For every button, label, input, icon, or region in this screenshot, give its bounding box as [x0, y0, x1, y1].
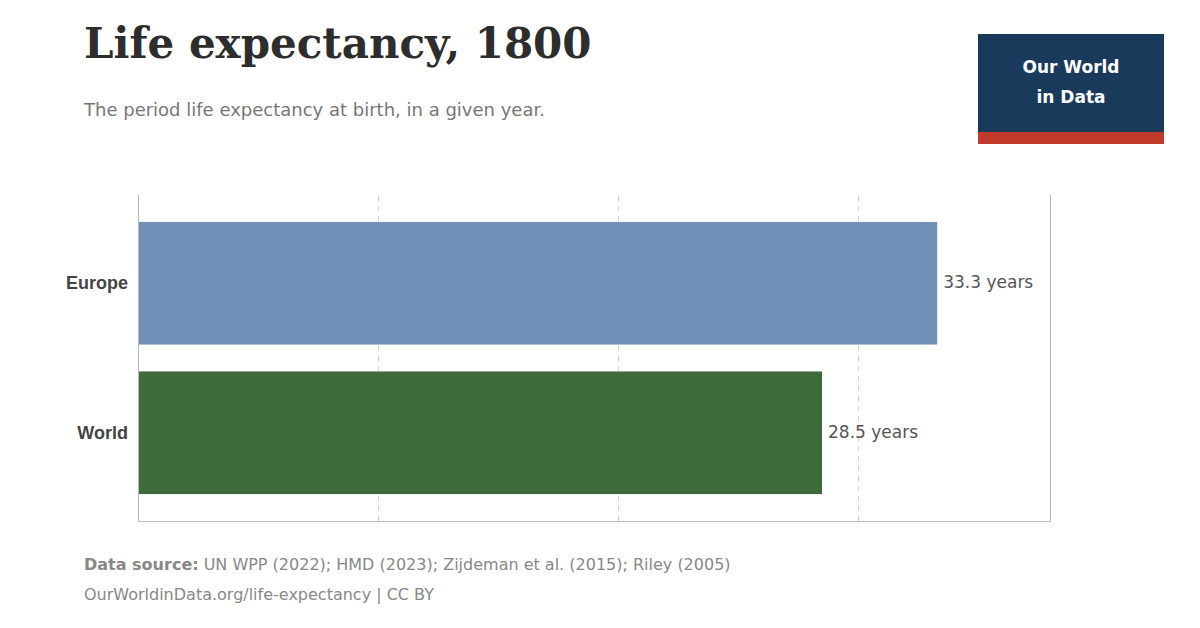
category-label: Europe: [66, 273, 128, 293]
logo: Our World in Data: [978, 34, 1164, 144]
logo-stripe: [978, 132, 1164, 144]
y-axis: Europe World: [66, 196, 139, 522]
subtitle: The period life expectancy at birth, in …: [83, 99, 545, 120]
source-text: UN WPP (2022); HMD (2023); Zijdeman et a…: [204, 555, 731, 574]
source-label: Data source:: [84, 555, 199, 574]
data-labels: 33.3 years 28.5 years: [828, 272, 1033, 442]
footer-source: Data source: UN WPP (2022); HMD (2023); Z…: [84, 555, 731, 574]
bars: [138, 222, 937, 494]
chart-svg: Life expectancy, 1800 The period life exp…: [0, 0, 1200, 628]
category-label: World: [77, 423, 128, 443]
data-label: 28.5 years: [828, 422, 918, 442]
y-tick: Europe: [66, 273, 138, 293]
bar: [138, 222, 937, 345]
x-axis-line: [139, 195, 1051, 522]
data-label: 33.3 years: [943, 272, 1033, 292]
logo-background: [978, 34, 1164, 144]
logo-text: in Data: [1036, 87, 1105, 107]
bar: [138, 371, 822, 494]
y-tick: World: [77, 423, 138, 443]
title: Life expectancy, 1800: [84, 19, 592, 68]
x-axis: [139, 195, 1051, 522]
logo-text: Our World: [1022, 57, 1119, 77]
footer-note: OurWorldinData.org/life-expectancy | CC …: [84, 585, 434, 604]
y-axis-line: [138, 196, 139, 522]
